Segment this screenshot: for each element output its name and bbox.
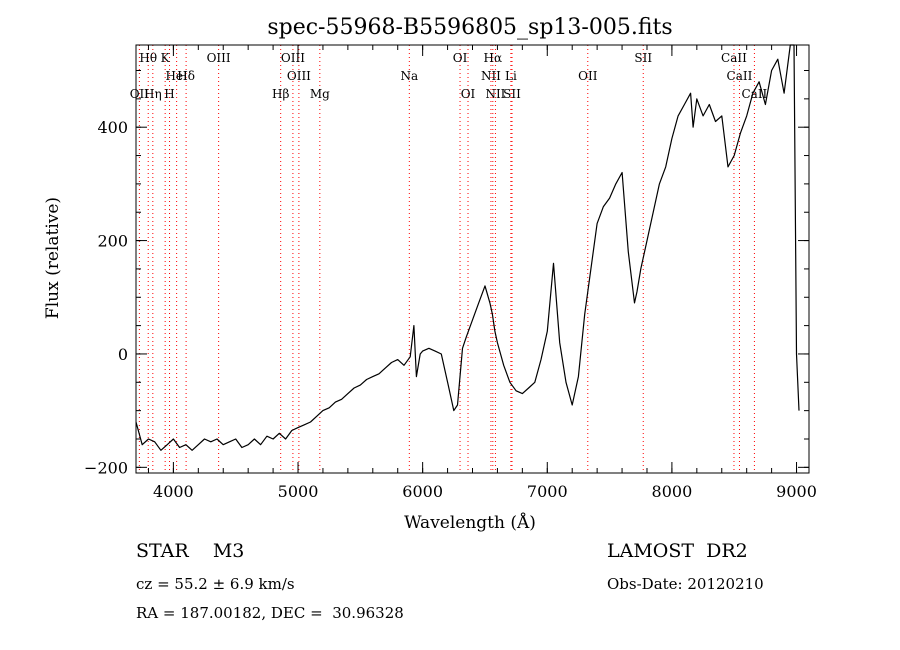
line-label-14: OI (461, 87, 476, 101)
axes: 4000 5000 6000 7000 8000 9000 −200 0 200 400 (84, 44, 817, 501)
line-label-23: CaII (727, 69, 753, 83)
y-tick-label-1: 0 (118, 345, 128, 364)
spectral-line-markers (138, 45, 755, 473)
obs-date: Obs-Date: 20120210 (607, 575, 764, 593)
line-label-8: OIII (281, 51, 305, 65)
x-tick-label-4: 8000 (652, 482, 693, 501)
y-tick-label-3: 400 (97, 118, 128, 137)
line-label-18: NII (485, 87, 505, 101)
x-tick-label-0: 4000 (153, 482, 194, 501)
line-label-3: Hδ (177, 69, 195, 83)
spectrum-series (135, 44, 800, 451)
x-axis-label: Wavelength (Å) (404, 512, 536, 533)
line-label-24: CaII (741, 87, 767, 101)
line-label-16: NII (481, 69, 501, 83)
line-label-13: OI (453, 51, 468, 65)
spectrum-line-0 (135, 44, 800, 451)
x-tick-label-3: 7000 (527, 482, 568, 501)
y-tick-label-2: 200 (97, 232, 128, 251)
coordinates: RA = 187.00182, DEC = 30.96328 (136, 604, 404, 622)
redshift-cz: cz = 55.2 ± 6.9 km/s (136, 575, 295, 593)
line-label-21: SII (634, 51, 652, 65)
line-label-6: H (164, 87, 174, 101)
line-label-19: SII (503, 87, 521, 101)
line-label-15: Hα (484, 51, 503, 65)
line-label-17: Li (505, 69, 517, 83)
line-label-0: Hθ (139, 51, 157, 65)
survey-name: LAMOST DR2 (607, 540, 748, 562)
line-label-2: HeI (165, 69, 188, 83)
line-label-4: OII (130, 87, 150, 101)
line-label-12: Na (400, 69, 418, 83)
chart-title: spec-55968-B5596805_sp13-005.fits (267, 15, 672, 40)
line-label-7: OIII (207, 51, 231, 65)
plot-frame (135, 44, 810, 474)
line-label-9: OIII (287, 69, 311, 83)
y-axis-label: Flux (relative) (43, 197, 63, 319)
y-tick-label-0: −200 (84, 458, 128, 477)
line-label-20: OII (578, 69, 598, 83)
line-label-1: K (161, 51, 171, 65)
line-label-10: Hβ (272, 87, 289, 101)
x-tick-label-5: 9000 (776, 482, 817, 501)
x-tick-label-2: 6000 (402, 482, 443, 501)
object-class: STAR M3 (136, 540, 245, 562)
line-label-11: Mg (310, 87, 330, 101)
line-label-5: Hη (144, 87, 162, 101)
x-tick-label-1: 5000 (278, 482, 319, 501)
line-label-22: CaII (721, 51, 747, 65)
